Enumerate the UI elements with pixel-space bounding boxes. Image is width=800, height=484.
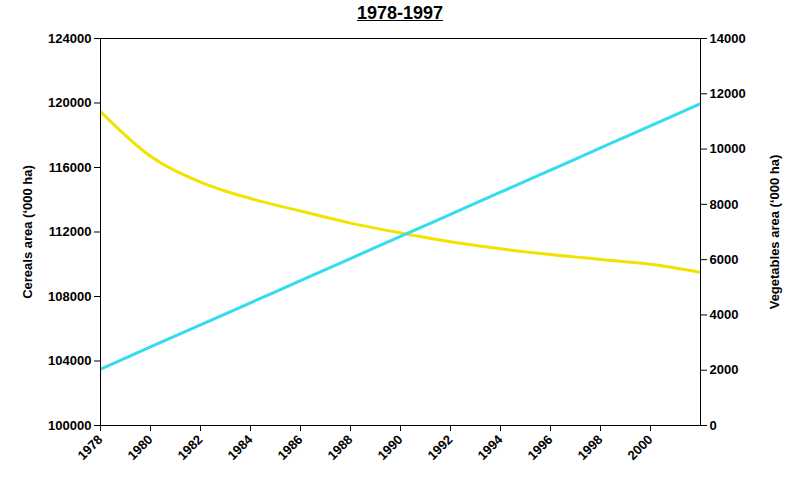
svg-text:1978: 1978 — [75, 432, 106, 463]
svg-text:2000: 2000 — [710, 362, 739, 377]
svg-text:124000: 124000 — [48, 31, 91, 46]
svg-text:1982: 1982 — [175, 432, 206, 463]
svg-text:8000: 8000 — [710, 197, 739, 212]
svg-text:6000: 6000 — [710, 252, 739, 267]
html-text:1978-1997: 1978-1997 — [357, 3, 443, 23]
svg-text:1988: 1988 — [325, 432, 356, 463]
svg-text:104000: 104000 — [48, 353, 91, 368]
svg-text:2000: 2000 — [625, 432, 656, 463]
svg-text:1998: 1998 — [575, 432, 606, 463]
svg-text:4000: 4000 — [710, 307, 739, 322]
svg-text:1980: 1980 — [125, 432, 156, 463]
svg-text:100000: 100000 — [48, 418, 91, 433]
svg-text:10000: 10000 — [710, 141, 746, 156]
svg-text:1996: 1996 — [525, 432, 556, 463]
svg-text:112000: 112000 — [49, 224, 92, 239]
svg-text:108000: 108000 — [48, 289, 91, 304]
svg-text:0: 0 — [710, 418, 717, 433]
svg-text:1984: 1984 — [225, 431, 257, 463]
svg-text:1990: 1990 — [375, 432, 406, 463]
svg-text:Cereals area (‘000 ha): Cereals area (‘000 ha) — [20, 165, 35, 299]
svg-text:116000: 116000 — [49, 160, 92, 175]
svg-text:12000: 12000 — [710, 86, 746, 101]
svg-text:Vegetables area (‘000 ha): Vegetables area (‘000 ha) — [767, 155, 782, 310]
svg-text:120000: 120000 — [48, 95, 91, 110]
svg-text:14000: 14000 — [710, 31, 746, 46]
svg-text:1992: 1992 — [425, 432, 456, 463]
svg-text:1986: 1986 — [275, 432, 306, 463]
svg-text:1994: 1994 — [475, 431, 507, 463]
